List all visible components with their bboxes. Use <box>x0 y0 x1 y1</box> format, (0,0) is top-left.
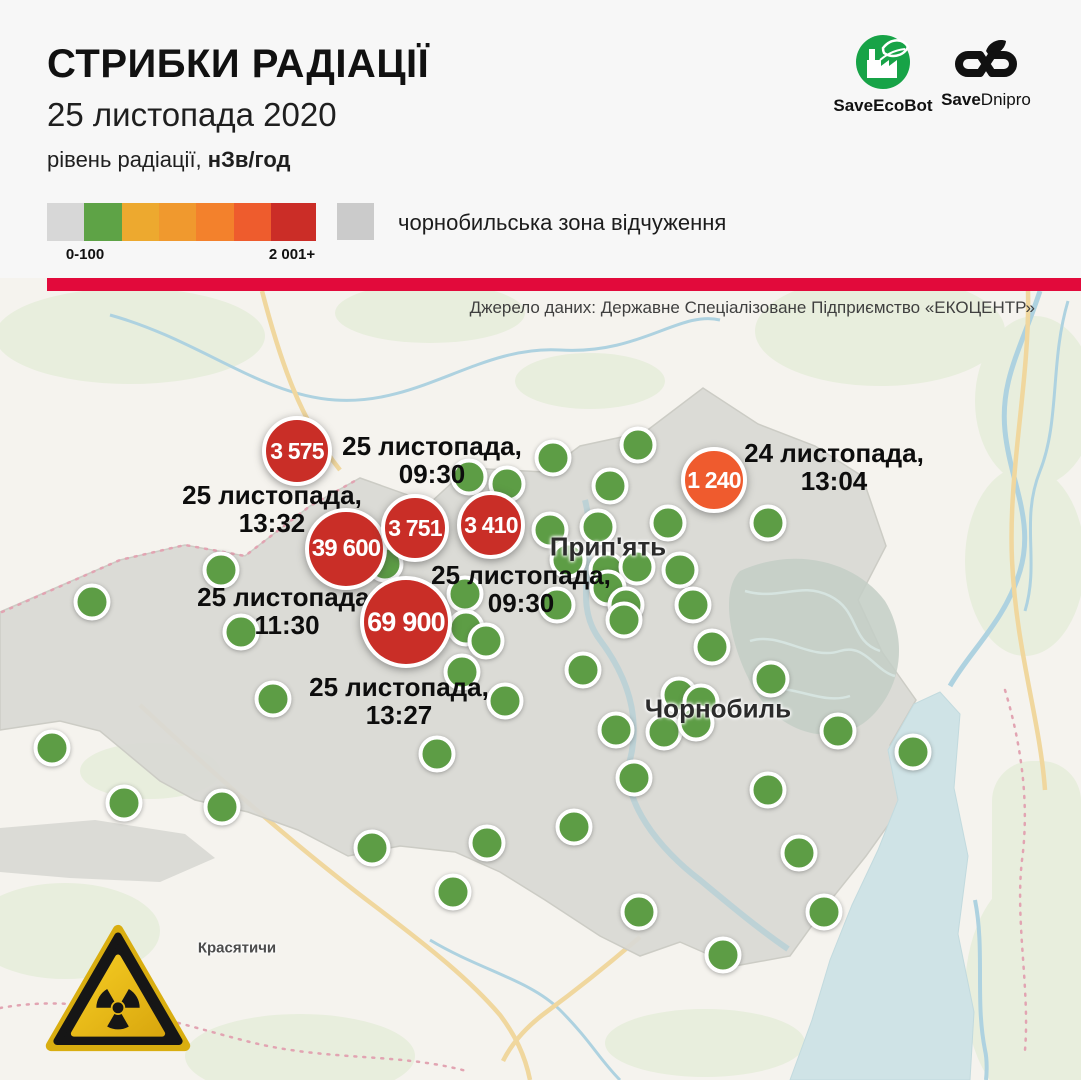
savednipro-logo: SaveDnipro <box>921 38 1051 110</box>
scale-segment <box>47 203 85 241</box>
scale-segment <box>271 203 316 241</box>
data-source: Джерело даних: Державне Спеціалізоване П… <box>469 298 1035 317</box>
unit-label: рівень радіації, нЗв/год <box>47 147 291 173</box>
saveecobot-wordmark: SaveEcoBot <box>818 96 948 116</box>
savednipro-wordmark: SaveDnipro <box>921 90 1051 110</box>
savednipro-word-save: Save <box>941 90 981 109</box>
scale-min-label: 0-100 <box>65 246 105 263</box>
reservoir <box>789 691 975 1080</box>
exclusion-zone-swatch <box>337 203 374 240</box>
scale-segment <box>159 203 197 241</box>
exclusion-zone-label: чорнобильська зона відчуження <box>398 210 727 235</box>
map: Джерело даних: Державне Спеціалізоване П… <box>0 291 1081 1080</box>
scale-max-label: 2 001+ <box>268 246 316 263</box>
scale-segment <box>84 203 122 241</box>
scale-segment <box>233 203 272 241</box>
saveecobot-logo: SaveEcoBot <box>818 34 948 116</box>
header: СТРИБКИ РАДІАЦІЇ 25 листопада 2020 рівен… <box>0 0 1081 278</box>
date-subtitle: 25 листопада 2020 <box>47 96 337 133</box>
radiation-scale <box>47 203 316 241</box>
savednipro-icon <box>954 40 1018 77</box>
savednipro-word-rest: Dnipro <box>980 90 1031 109</box>
scale-segment <box>121 203 160 241</box>
trefoil-symbol <box>96 989 140 1030</box>
accent-divider <box>47 278 1081 291</box>
unit-label-prefix: рівень радіації, <box>47 147 202 172</box>
saveecobot-word-save: Save <box>833 96 874 115</box>
radiation-warning-icon <box>45 924 191 1052</box>
saveecobot-icon <box>856 35 910 89</box>
unit-label-bold: нЗв/год <box>207 147 291 172</box>
page-title: СТРИБКИ РАДІАЦІЇ <box>47 42 430 86</box>
scale-segment <box>196 203 234 241</box>
map-background <box>0 291 1081 1080</box>
saveecobot-word-rest: EcoBot <box>873 96 933 115</box>
